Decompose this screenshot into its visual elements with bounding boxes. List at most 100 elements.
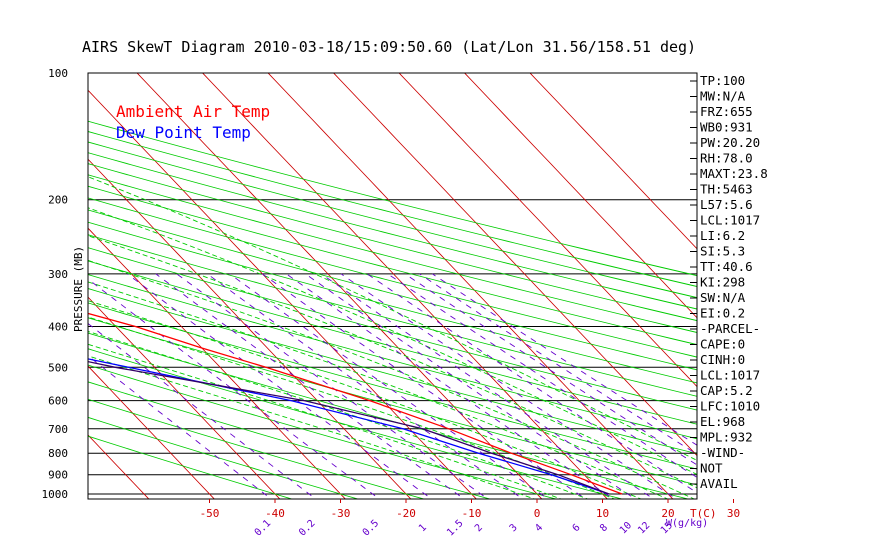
stat-entry: LCL:1017	[700, 368, 760, 383]
mixing-ratio-line	[88, 355, 272, 499]
dry-adiabat-line	[88, 174, 697, 333]
stat-entry: MAXT:23.8	[700, 166, 768, 181]
isotherm-line	[332, 73, 697, 457]
mixing-ratio-line	[155, 273, 465, 499]
mixing-ratio-label: 3	[508, 522, 520, 534]
isotherm-line	[463, 73, 697, 319]
dry-adiabat-line	[88, 348, 624, 499]
stat-entry: SW:N/A	[700, 290, 746, 305]
dry-adiabat-line	[88, 381, 492, 499]
mixing-ratio-line	[176, 273, 489, 499]
pressure-tick-label: 300	[48, 268, 68, 281]
isotherm-line	[136, 73, 543, 499]
stat-entry: -WIND-	[700, 445, 745, 460]
stat-entry: PW:20.20	[700, 135, 760, 150]
dry-adiabat-line	[88, 197, 697, 358]
dry-adiabat-line	[88, 302, 697, 470]
stat-entry: EI:0.2	[700, 306, 745, 321]
stat-entry: MW:N/A	[700, 89, 746, 104]
dry-adiabat-line	[88, 185, 697, 346]
isotherm-line	[88, 89, 477, 499]
stat-entry: TP:100	[700, 73, 745, 88]
bottom-temp-tick-label: -30	[331, 507, 351, 520]
bottom-axis-unit: T(C)	[690, 507, 717, 520]
moist-adiabat-line	[88, 176, 697, 461]
dry-adiabat-line	[88, 260, 697, 425]
stat-entry: CAPE:0	[700, 337, 745, 352]
background-grid	[88, 73, 697, 499]
mixing-ratio-line	[404, 273, 697, 466]
stat-entry: SI:5.3	[700, 244, 745, 259]
mixing-ratio-unit: W(g/kg)	[666, 518, 708, 529]
pressure-tick-label: 800	[48, 447, 68, 460]
bottom-temp-tick-label: -40	[265, 507, 285, 520]
pressure-tick-label: 1000	[42, 488, 69, 501]
isotherm-line	[398, 73, 697, 388]
isotherm-line	[88, 296, 281, 499]
stat-entry: WB0:931	[700, 120, 753, 135]
stat-entry: KI:298	[700, 275, 745, 290]
bottom-temp-tick-label: -50	[200, 507, 220, 520]
stat-entry: EL:968	[700, 414, 745, 429]
legend-ambient-air-temp: Ambient Air Temp	[116, 102, 270, 121]
stat-entry: AVAIL	[700, 476, 738, 491]
mixing-ratio-line	[366, 273, 697, 494]
dry-adiabat-line	[88, 163, 697, 322]
chart-title: AIRS SkewT Diagram 2010-03-18/15:09:50.6…	[82, 38, 696, 56]
bottom-temp-tick-label: 10	[596, 507, 609, 520]
stat-entry: TH:5463	[700, 182, 753, 197]
moist-adiabat-line	[88, 316, 616, 499]
pressure-tick-label: 700	[48, 423, 68, 436]
dry-adiabat-line	[88, 209, 697, 371]
pressure-tick-label: 900	[48, 469, 68, 482]
mixing-ratio-line	[88, 322, 317, 499]
bottom-temp-tick-label: -10	[462, 507, 482, 520]
moist-adiabat-line	[88, 330, 589, 499]
pressure-axis: 100 200 300 400 500 600 700 800 900 1000	[42, 67, 69, 501]
dry-adiabat-line	[88, 416, 360, 499]
legend-dew-point-temp: Dew Point Temp	[116, 123, 251, 142]
dry-adiabat-line	[88, 120, 697, 277]
mixing-ratio-axis: 0.1 0.2 0.5 1 1.5 2 3 4 6 8 10 12 15W(g/kg)	[253, 518, 708, 539]
stat-entry: TT:40.6	[700, 259, 753, 274]
isotherm-line	[529, 73, 697, 250]
dry-adiabat-line	[88, 152, 697, 310]
mixing-ratio-line	[340, 273, 678, 499]
bottom-temp-tick-label: 30	[727, 507, 740, 520]
stat-entry: RH:78.0	[700, 151, 753, 166]
dry-adiabat-line	[88, 131, 697, 287]
mixing-ratio-line	[262, 273, 587, 499]
stat-entry: MPL:932	[700, 430, 753, 445]
stat-entry: LCL:1017	[700, 213, 760, 228]
bottom-temp-tick-label: -20	[396, 507, 416, 520]
isotherm-line	[267, 73, 674, 499]
isotherm-line	[88, 227, 346, 499]
pressure-tick-label: 200	[48, 194, 68, 207]
dewpoint-profile-line	[88, 358, 610, 495]
stat-entry: LFC:1010	[700, 399, 760, 414]
pressure-tick-label: 600	[48, 395, 68, 408]
pressure-tick-label: 500	[48, 361, 68, 374]
stat-entry: CAP:5.2	[700, 383, 753, 398]
mixing-ratio-label: 0.2	[297, 518, 318, 539]
dry-adiabat-line	[88, 274, 697, 440]
mixing-ratio-line	[305, 273, 637, 499]
temperature-profile-line	[88, 312, 623, 495]
plot-frame	[87, 72, 698, 500]
moist-adiabat-line	[88, 259, 696, 499]
mixing-ratio-label: 10	[618, 520, 634, 536]
dry-adiabat-line	[88, 234, 697, 397]
profile-lines	[88, 312, 623, 495]
pressure-tick-label: 400	[48, 321, 68, 334]
isotherm-line	[88, 158, 412, 499]
dry-adiabat-line	[88, 288, 697, 455]
mixing-ratio-label: 12	[636, 520, 652, 536]
mixing-ratio-line	[321, 273, 655, 499]
mixing-ratio-label: 6	[571, 522, 583, 534]
parcel-path-line	[88, 360, 610, 495]
moist-adiabat-line	[88, 300, 643, 499]
dry-adiabat-line	[88, 141, 697, 299]
bottom-temp-tick-label: 0	[534, 507, 541, 520]
stat-entry: L57:5.6	[700, 197, 753, 212]
moist-adiabat-line	[88, 281, 669, 499]
